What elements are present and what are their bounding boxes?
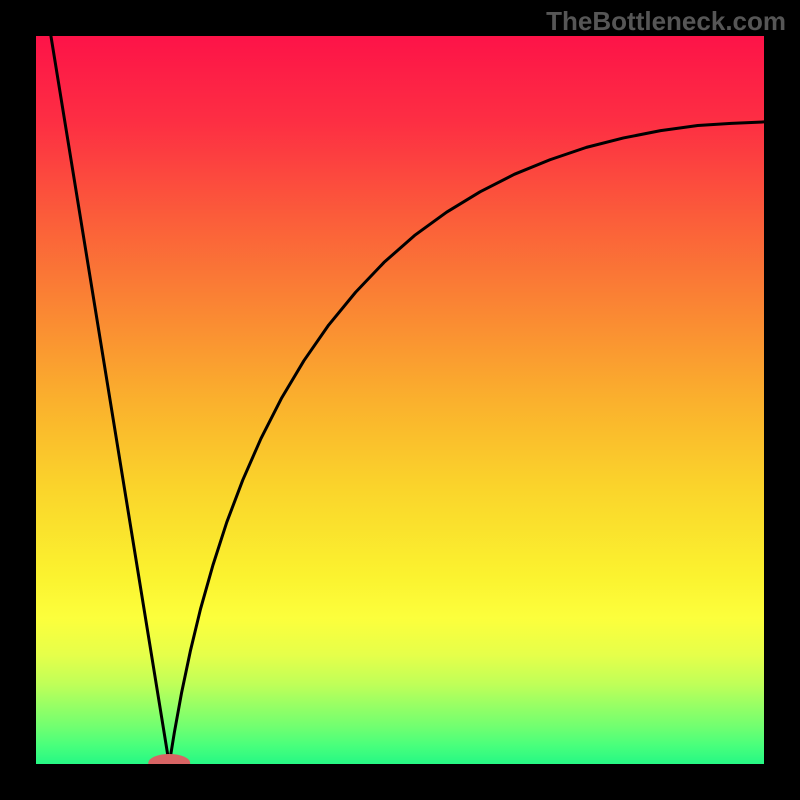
chart-container: TheBottleneck.com: [0, 0, 800, 800]
bottleneck-chart: [0, 0, 800, 800]
watermark-text: TheBottleneck.com: [546, 6, 786, 37]
